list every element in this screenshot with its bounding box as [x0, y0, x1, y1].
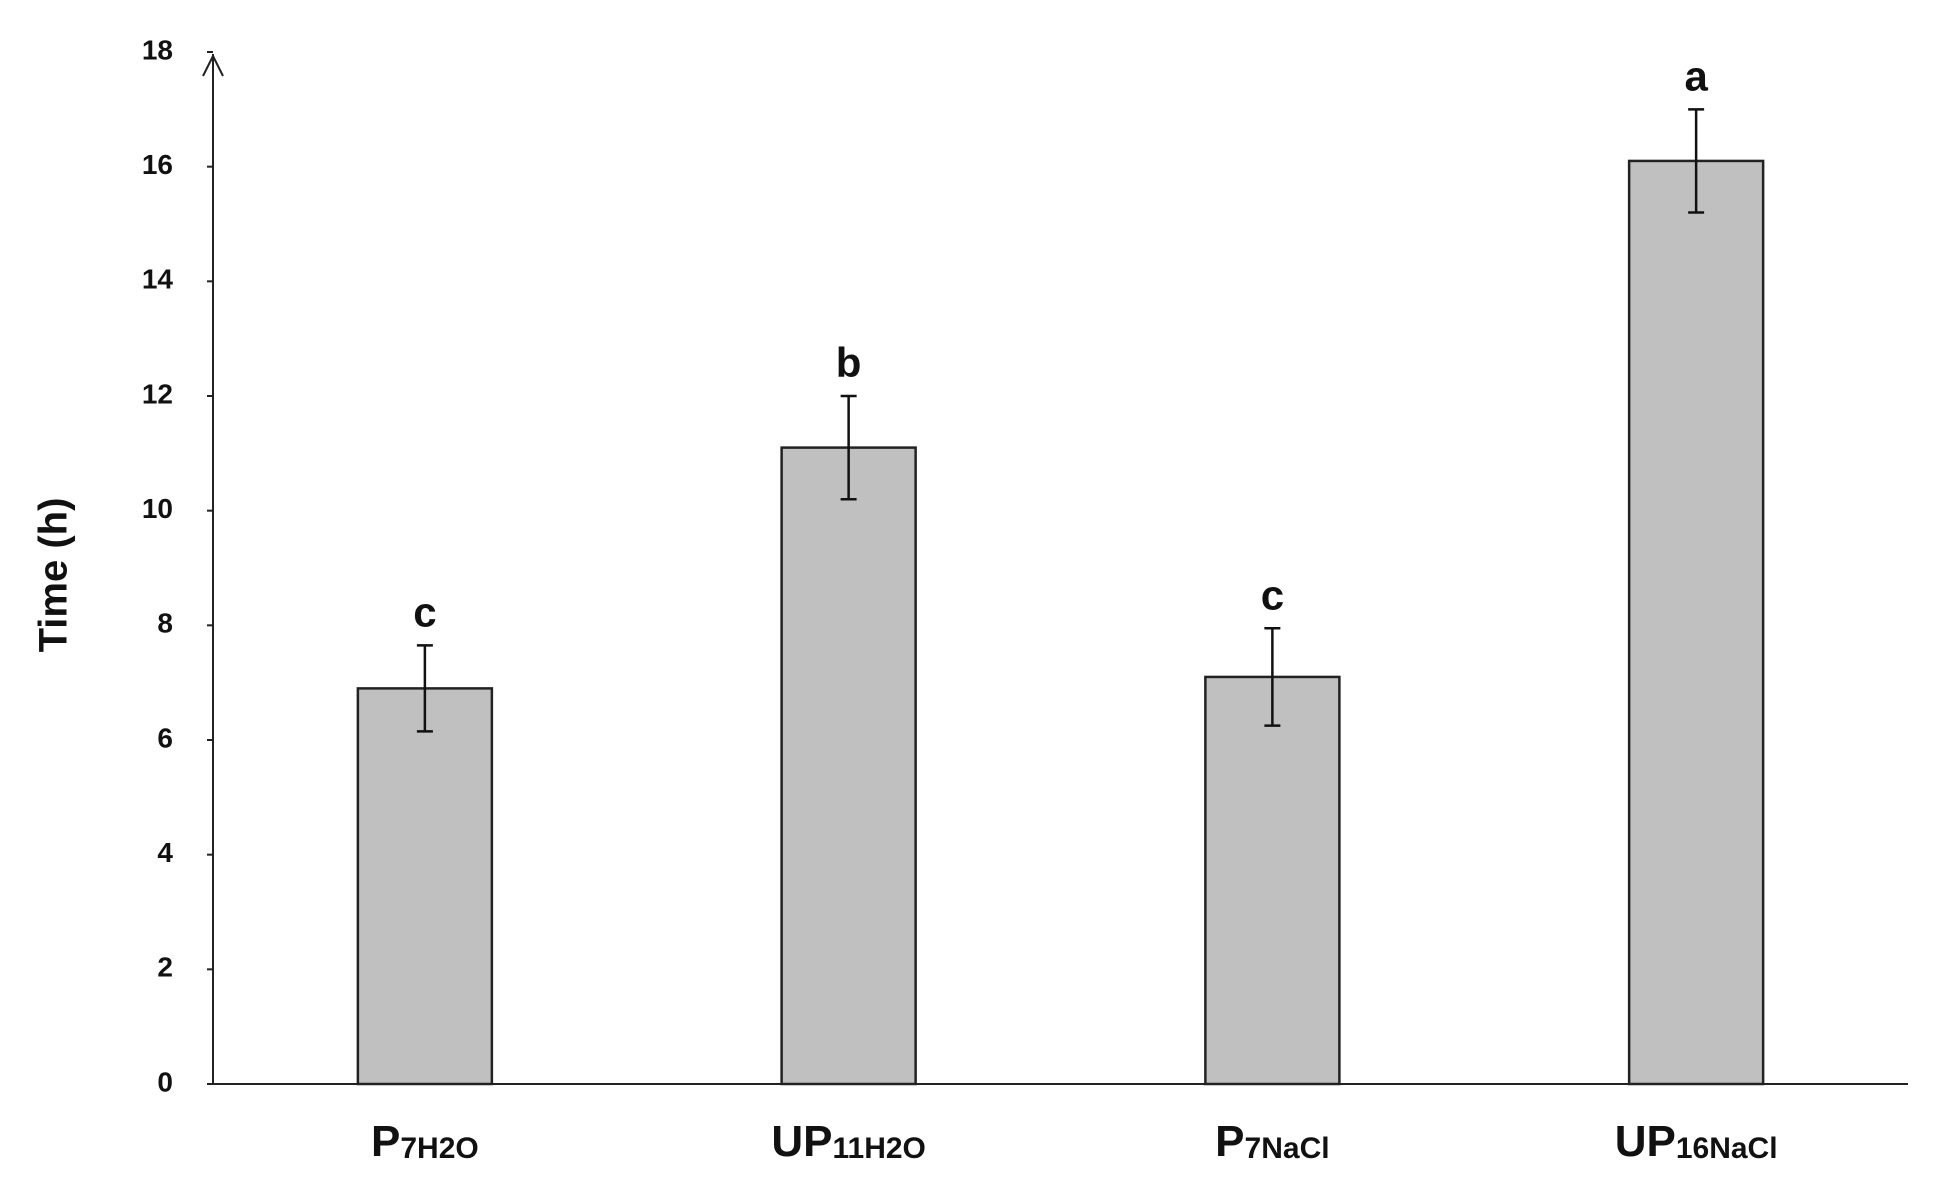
category-name: P — [1215, 1117, 1244, 1166]
y-tick-label: 4 — [157, 837, 173, 868]
x-tick-label: P7NaCl — [1215, 1117, 1329, 1166]
y-axis-arrow — [202, 53, 224, 77]
category-subscript: 16NaCl — [1676, 1132, 1778, 1165]
y-tick-label: 14 — [142, 264, 174, 295]
category-subscript: 7H2O — [400, 1132, 478, 1165]
x-tick-label: UP16NaCl — [1615, 1117, 1778, 1166]
y-tick-label: 12 — [142, 378, 173, 409]
category-name: UP — [1615, 1117, 1676, 1166]
error-bar — [1264, 626, 1281, 727]
y-tick-label: 0 — [157, 1066, 173, 1097]
bar — [780, 446, 917, 1086]
y-tick-label: 8 — [157, 608, 173, 639]
bar — [356, 687, 494, 1086]
y-tick-label: 16 — [142, 149, 173, 180]
annotation: b — [836, 339, 862, 386]
error-bar — [416, 644, 433, 733]
bar — [1627, 159, 1765, 1086]
category-name: P — [371, 1117, 400, 1166]
error-bar — [840, 394, 857, 501]
y-tick-label: 18 — [142, 34, 173, 65]
x-tick-label: P7H2O — [371, 1117, 479, 1166]
y-tick-label: 10 — [142, 493, 173, 524]
x-tick-label: UP11H2O — [771, 1117, 926, 1166]
bar — [1204, 675, 1341, 1086]
y-axis-label: Time (h) — [32, 498, 76, 653]
annotation: c — [413, 588, 436, 635]
error-bar — [1688, 108, 1705, 214]
category-subscript: 7NaCl — [1245, 1132, 1330, 1165]
category-subscript: 11H2O — [832, 1132, 925, 1165]
category-name: UP — [771, 1117, 832, 1166]
y-tick-label: 6 — [157, 722, 173, 753]
y-tick-label: 2 — [157, 952, 173, 983]
annotation: a — [1684, 52, 1708, 99]
annotation: c — [1261, 571, 1284, 618]
